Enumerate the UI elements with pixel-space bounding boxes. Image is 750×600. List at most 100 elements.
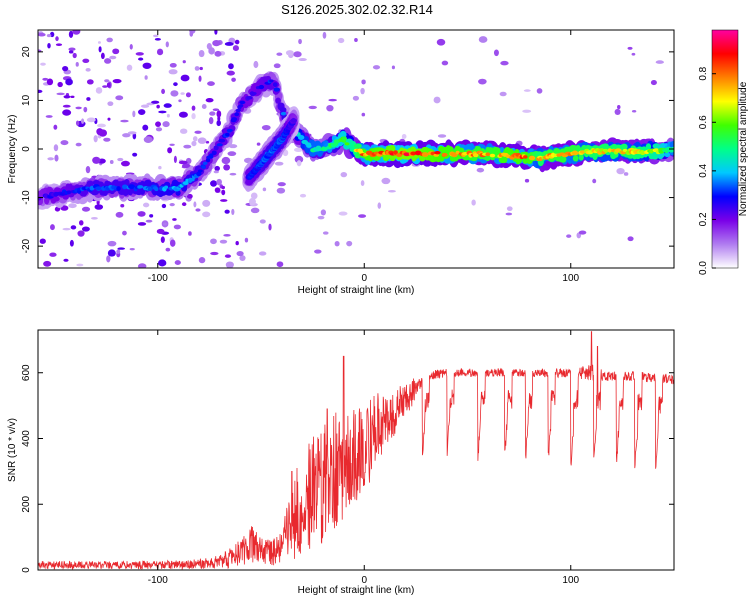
noise-speck xyxy=(627,236,634,242)
noise-speck xyxy=(165,41,169,48)
noise-speck xyxy=(137,109,146,115)
y-tick-label: 0 xyxy=(21,567,32,573)
noise-speck xyxy=(524,178,530,183)
noise-speck xyxy=(55,43,63,47)
noise-speck xyxy=(214,50,222,57)
spectral-ridge xyxy=(51,196,60,202)
noise-speck xyxy=(162,121,170,128)
noise-speck xyxy=(145,219,153,223)
spectral-ridge xyxy=(489,153,496,158)
noise-speck xyxy=(194,130,202,134)
spectrogram-y-ticks: 20 10 0 -10 -20 xyxy=(21,46,674,253)
noise-speck xyxy=(70,225,77,230)
noise-speck xyxy=(212,108,220,111)
noise-speck xyxy=(72,52,77,59)
noise-speck xyxy=(354,37,358,42)
noise-speck xyxy=(183,144,192,149)
noise-speck xyxy=(103,137,111,142)
noise-speck xyxy=(478,78,487,85)
noise-speck xyxy=(122,230,127,236)
spectral-ridge xyxy=(620,143,628,151)
noise-speck xyxy=(104,58,112,64)
noise-speck xyxy=(98,46,102,53)
noise-speck xyxy=(505,212,513,216)
spectral-ridge xyxy=(451,152,458,158)
spectral-ridge xyxy=(175,190,181,196)
noise-speck xyxy=(228,63,234,70)
noise-speck xyxy=(102,85,108,88)
spectral-ridge xyxy=(251,91,257,96)
noise-speck xyxy=(116,249,121,255)
noise-speck xyxy=(294,147,303,152)
spectral-ridge xyxy=(235,108,241,113)
noise-speck xyxy=(173,224,181,230)
noise-speck xyxy=(142,62,152,69)
noise-speck xyxy=(205,97,214,103)
noise-speck xyxy=(201,103,207,110)
noise-speck xyxy=(210,180,218,187)
noise-speck xyxy=(208,116,214,125)
spectral-ridge xyxy=(669,140,674,149)
noise-speck xyxy=(225,261,234,268)
noise-speck xyxy=(274,161,284,166)
noise-speck xyxy=(213,170,220,174)
noise-speck xyxy=(163,103,172,108)
noise-speck xyxy=(106,37,113,43)
spectral-ridge xyxy=(528,155,536,161)
noise-speck xyxy=(162,222,167,226)
noise-speck xyxy=(137,211,146,217)
noise-speck xyxy=(372,65,381,70)
spectral-ridge xyxy=(433,153,439,157)
spectral-ridge xyxy=(410,151,417,156)
noise-speck xyxy=(68,47,76,51)
noise-speck xyxy=(209,111,216,116)
noise-speck xyxy=(358,214,367,218)
noise-speck xyxy=(214,165,220,171)
spectral-ridge xyxy=(239,104,244,108)
y-tick-label: 10 xyxy=(21,94,32,106)
spectral-ridge xyxy=(272,82,278,88)
spectral-ridge xyxy=(501,155,508,164)
noise-speck xyxy=(244,237,249,243)
noise-speck xyxy=(156,48,164,56)
noise-speck xyxy=(107,249,116,257)
y-tick-label: -10 xyxy=(21,190,32,205)
noise-speck xyxy=(261,125,271,131)
noise-speck xyxy=(166,113,170,118)
noise-speck xyxy=(173,155,177,164)
noise-speck xyxy=(167,147,173,154)
snr-y-ticks: 0 200 400 600 xyxy=(21,364,674,573)
noise-speck xyxy=(616,168,625,175)
spectral-ridge xyxy=(226,128,233,132)
noise-speck xyxy=(377,202,382,209)
noise-speck xyxy=(210,238,217,245)
noise-speck xyxy=(276,52,283,56)
noise-speck xyxy=(40,62,46,66)
spectral-ridge xyxy=(188,178,195,182)
noise-speck xyxy=(106,255,111,263)
noise-speck xyxy=(107,101,114,106)
noise-speck xyxy=(212,39,221,47)
noise-speck xyxy=(158,165,162,170)
noise-speck xyxy=(192,136,198,142)
noise-speck xyxy=(216,120,221,127)
spectral-ridge xyxy=(572,155,579,162)
noise-speck xyxy=(55,36,59,42)
noise-speck xyxy=(523,89,531,92)
noise-speck xyxy=(328,98,337,102)
noise-speck xyxy=(361,79,366,85)
noise-speck xyxy=(174,260,181,266)
noise-speck xyxy=(154,38,161,41)
noise-speck xyxy=(104,79,110,83)
noise-speck xyxy=(180,74,190,82)
noise-speck xyxy=(106,82,111,88)
y-tick-label: 20 xyxy=(21,46,32,58)
noise-speck xyxy=(202,199,211,207)
noise-speck xyxy=(95,87,103,94)
spectral-ridge xyxy=(137,185,144,189)
noise-speck xyxy=(62,227,71,231)
noise-speck xyxy=(578,230,587,235)
noise-speck xyxy=(100,52,105,60)
noise-speck xyxy=(169,239,176,247)
spectral-ridge xyxy=(216,143,223,147)
